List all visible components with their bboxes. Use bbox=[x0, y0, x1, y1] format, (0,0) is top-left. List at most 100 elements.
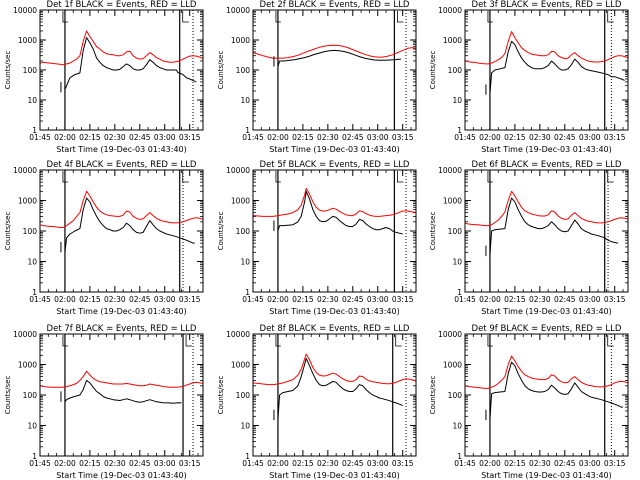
y-tick-label: 100 bbox=[448, 66, 463, 75]
x-tick-label: 03:15 bbox=[604, 133, 626, 142]
y-tick-label: 100 bbox=[236, 227, 251, 236]
x-tick-label: 01:45 bbox=[454, 295, 476, 304]
x-tick-label: 02:30 bbox=[529, 459, 551, 468]
x-axis-label: Start Time (19-Dec-03 01:43:40) bbox=[481, 471, 612, 480]
x-tick-label: 03:00 bbox=[154, 133, 176, 142]
series-line-lld bbox=[39, 190, 204, 228]
panel-6: Det 6f BLACK = Events, RED = LLD Counts/s… bbox=[429, 160, 629, 316]
panel-frame bbox=[464, 333, 629, 457]
interval-bracket bbox=[62, 171, 68, 183]
y-axis-label: Counts/sec bbox=[429, 376, 437, 415]
panel-frame bbox=[464, 169, 629, 293]
y-axis-label: Counts/sec bbox=[429, 51, 437, 90]
x-tick-label: 02:45 bbox=[129, 133, 151, 142]
x-tick-label: 02:30 bbox=[104, 459, 126, 468]
interval-bracket bbox=[182, 171, 189, 183]
panel-title: Det 6f BLACK = Events, RED = LLD bbox=[472, 160, 622, 170]
x-tick-label: 02:30 bbox=[104, 295, 126, 304]
panel-2: Det 2f BLACK = Events, RED = LLD Counts/s… bbox=[217, 0, 417, 154]
y-tick-label: 10000 bbox=[438, 330, 462, 339]
series-line-events bbox=[277, 49, 402, 67]
interval-bracket bbox=[487, 171, 493, 183]
y-axis-label: Counts/sec bbox=[217, 212, 225, 251]
series-line-lld bbox=[39, 370, 204, 388]
interval-bracket bbox=[275, 335, 281, 347]
y-tick-label: 1 bbox=[32, 288, 37, 297]
x-tick-label: 03:00 bbox=[579, 459, 601, 468]
series-line-lld bbox=[252, 44, 417, 59]
y-tick-label: 10 bbox=[452, 422, 462, 431]
y-tick-label: 10000 bbox=[226, 330, 250, 339]
x-axis-label: Start Time (19-Dec-03 01:43:40) bbox=[481, 307, 612, 316]
x-tick-label: 02:00 bbox=[54, 459, 76, 468]
x-tick-label: 02:15 bbox=[504, 295, 526, 304]
y-axis-label: Counts/sec bbox=[429, 212, 437, 251]
series-line-lld bbox=[39, 30, 204, 66]
y-tick-label: 1 bbox=[245, 288, 250, 297]
panel-7: Det 7f BLACK = Events, RED = LLD Counts/s… bbox=[4, 324, 204, 480]
series-line-lld bbox=[252, 353, 417, 386]
interval-bracket bbox=[396, 11, 404, 23]
x-tick-label: 03:00 bbox=[154, 295, 176, 304]
y-tick-label: 10 bbox=[27, 96, 37, 105]
x-tick-label: 01:45 bbox=[242, 295, 264, 304]
panel-title: Det 3f BLACK = Events, RED = LLD bbox=[472, 0, 622, 10]
y-tick-label: 1000 bbox=[231, 197, 250, 206]
y-tick-label: 10 bbox=[452, 96, 462, 105]
y-tick-label: 1 bbox=[245, 452, 250, 461]
series-line-events bbox=[64, 37, 197, 90]
y-axis-label: Counts/sec bbox=[4, 376, 12, 415]
x-tick-label: 02:45 bbox=[342, 133, 364, 142]
y-axis-label: Counts/sec bbox=[217, 51, 225, 90]
y-tick-label: 100 bbox=[236, 66, 251, 75]
y-tick-label: 10000 bbox=[438, 166, 462, 175]
series-line-events bbox=[489, 197, 619, 257]
x-tick-label: 02:30 bbox=[529, 295, 551, 304]
y-tick-label: 100 bbox=[23, 391, 38, 400]
y-tick-label: 1 bbox=[457, 288, 462, 297]
panel-title: Det 5f BLACK = Events, RED = LLD bbox=[260, 160, 410, 170]
interval-bracket bbox=[275, 171, 281, 183]
x-tick-label: 03:15 bbox=[392, 459, 414, 468]
y-tick-label: 1 bbox=[32, 126, 37, 135]
panel-1: Det 1f BLACK = Events, RED = LLD Counts/s… bbox=[4, 0, 204, 154]
x-tick-label: 01:45 bbox=[454, 459, 476, 468]
x-tick-label: 03:15 bbox=[179, 295, 201, 304]
x-tick-label: 02:30 bbox=[529, 133, 551, 142]
panel-title: Det 1f BLACK = Events, RED = LLD bbox=[47, 0, 197, 10]
x-tick-label: 03:15 bbox=[179, 459, 201, 468]
x-tick-label: 02:45 bbox=[554, 133, 576, 142]
x-tick-label: 03:15 bbox=[179, 133, 201, 142]
series-line-events bbox=[489, 40, 625, 95]
y-axis-label: Counts/sec bbox=[4, 212, 12, 251]
y-tick-label: 100 bbox=[448, 391, 463, 400]
x-tick-label: 03:15 bbox=[604, 459, 626, 468]
x-tick-label: 02:15 bbox=[504, 133, 526, 142]
series-line-events bbox=[277, 357, 403, 421]
x-tick-label: 02:45 bbox=[342, 459, 364, 468]
x-axis-label: Start Time (19-Dec-03 01:43:40) bbox=[56, 471, 187, 480]
series-line-lld bbox=[252, 187, 417, 217]
x-axis-label: Start Time (19-Dec-03 01:43:40) bbox=[269, 307, 400, 316]
x-tick-label: 02:15 bbox=[79, 459, 101, 468]
panel-title: Det 8f BLACK = Events, RED = LLD bbox=[260, 324, 410, 334]
interval-bracket bbox=[396, 171, 404, 183]
x-tick-label: 01:45 bbox=[454, 133, 476, 142]
y-tick-label: 10000 bbox=[13, 330, 37, 339]
y-tick-label: 1 bbox=[32, 452, 37, 461]
x-tick-label: 02:45 bbox=[342, 295, 364, 304]
series-line-events bbox=[64, 197, 195, 253]
y-tick-label: 100 bbox=[236, 391, 251, 400]
y-tick-label: 100 bbox=[23, 227, 38, 236]
y-tick-label: 10 bbox=[27, 258, 37, 267]
y-axis-label: Counts/sec bbox=[4, 51, 12, 90]
y-tick-label: 10 bbox=[240, 422, 250, 431]
y-tick-label: 10000 bbox=[438, 6, 462, 15]
y-tick-label: 10 bbox=[240, 96, 250, 105]
panel-title: Det 7f BLACK = Events, RED = LLD bbox=[47, 324, 197, 334]
x-tick-label: 03:15 bbox=[604, 295, 626, 304]
x-tick-label: 02:00 bbox=[54, 295, 76, 304]
x-axis-label: Start Time (19-Dec-03 01:43:40) bbox=[56, 307, 187, 316]
